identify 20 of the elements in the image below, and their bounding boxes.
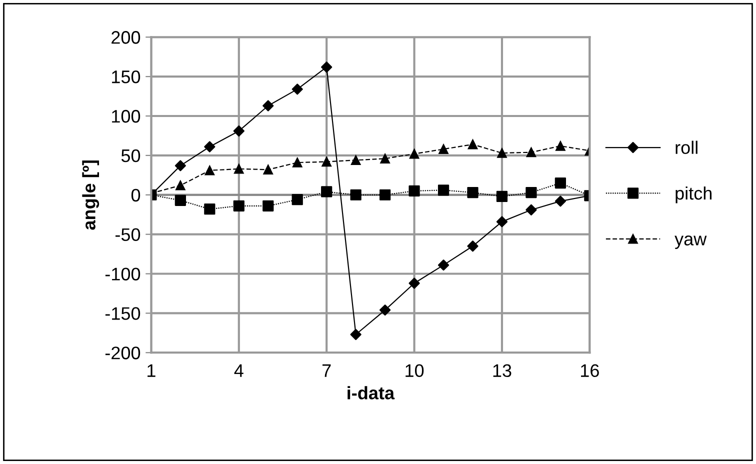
x-tick-label: 10 xyxy=(406,364,424,378)
y-tick-label: 200 xyxy=(112,31,140,44)
x-axis-title: i-data xyxy=(348,386,395,400)
y-tick-label: 50 xyxy=(121,149,140,162)
x-tick-label: 7 xyxy=(322,364,331,377)
y-axis-title: angle [º] xyxy=(82,160,100,230)
x-tick-label: 13 xyxy=(493,364,512,378)
y-tick-label: -50 xyxy=(115,228,140,242)
legend-label: roll xyxy=(676,140,698,154)
y-tick-label: -100 xyxy=(105,268,140,280)
y-tick-label: 100 xyxy=(112,110,140,123)
x-tick-label: 16 xyxy=(581,364,599,378)
legend-label: yaw xyxy=(674,236,707,250)
legend-label: pitch xyxy=(676,186,712,204)
y-tick-label: 0 xyxy=(131,188,140,202)
x-tick-label: 1 xyxy=(148,364,156,377)
x-tick-label: 4 xyxy=(234,364,244,377)
y-tick-label: -200 xyxy=(105,346,140,360)
y-tick-label: -150 xyxy=(105,307,140,320)
y-tick-label: 150 xyxy=(112,70,140,84)
